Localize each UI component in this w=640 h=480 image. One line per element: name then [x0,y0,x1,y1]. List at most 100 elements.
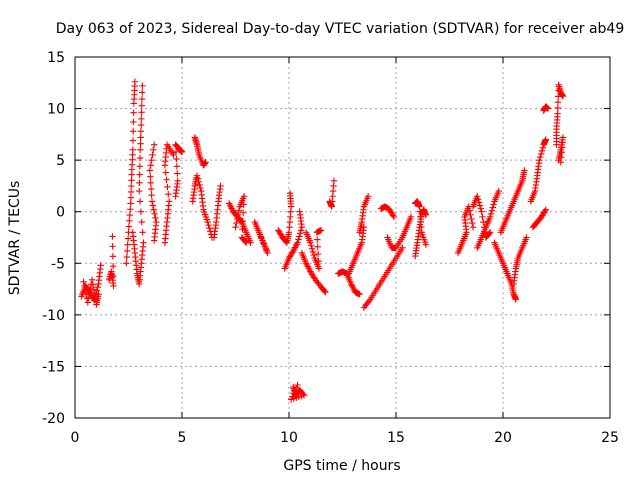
data-point [476,202,484,209]
y-tick-label: -10 [42,308,65,324]
data-point [390,213,398,221]
data-point [139,229,146,236]
data-point [204,218,211,226]
data-point [239,217,246,225]
data-point [554,110,561,117]
x-tick-label: 20 [494,430,512,446]
data-point [486,230,493,237]
data-point [260,240,267,247]
x-tick-label: 15 [387,430,405,446]
data-point [474,196,482,203]
data-point [150,206,157,213]
data-point [163,176,170,183]
data-point [138,95,146,103]
data-point [126,211,133,219]
data-point [147,185,155,193]
data-point [139,82,146,90]
data-point [294,381,301,389]
data-point [257,234,265,241]
plot-frame [74,56,611,419]
data-point [136,187,143,195]
data-point [137,134,144,141]
data-point [137,121,145,129]
x-tick-label: 10 [280,430,298,446]
data-point [240,193,248,200]
data-point [109,253,117,260]
data-point [308,245,316,253]
data-point [127,188,135,196]
data-point [81,282,88,290]
data-point [93,287,101,294]
data-point [140,239,147,246]
data-point [162,169,169,176]
data-point [138,109,145,116]
data-point [234,211,242,219]
data-point [521,167,528,174]
data-point [130,128,137,135]
data-point [86,290,93,297]
data-point [128,177,135,184]
data-point [148,156,155,164]
data-point [538,147,546,155]
data-point [544,105,552,112]
data-point [474,193,481,200]
data-point [314,243,321,250]
data-point [290,390,297,397]
data-point [202,159,209,166]
data-point [136,198,144,205]
data-point [124,241,131,248]
data-point [480,223,488,231]
data-point [422,241,430,248]
data-point [147,173,154,180]
y-axis-label: SDTVAR / TECUs [7,181,23,296]
y-tick-label: -5 [51,256,65,272]
x-tick-label: 25 [601,430,619,446]
data-point [356,291,363,298]
y-tick-label: 0 [56,205,65,221]
data-point [137,146,144,154]
data-point [88,276,96,283]
data-point [138,218,145,226]
data-point [148,198,156,205]
data-point [322,288,329,296]
data-point [123,260,130,267]
data-point [149,202,157,209]
axis-ticks: 0 5 10 15 20 25 -20 -15 -10 -5 0 5 10 15 [42,50,619,446]
data-point [315,265,323,272]
data-point [477,205,484,212]
x-axis-label: GPS time / hours [283,458,400,474]
data-point [536,156,543,164]
data-point [125,223,133,230]
data-point [293,384,300,392]
data-point [129,137,137,144]
data-point [232,223,239,231]
data-point [95,291,102,298]
data-point [537,150,545,158]
data-point [173,163,181,170]
data-point [296,208,303,215]
data-point [138,102,145,109]
data-point [127,206,134,213]
data-point [94,284,101,291]
data-point [127,194,135,201]
data-point [263,246,270,254]
data-point [310,251,318,259]
data-point [153,218,160,226]
data-point [559,92,567,100]
data-point [85,294,92,302]
data-point [542,136,549,143]
y-tick-label: -20 [42,411,65,427]
data-point [422,211,430,219]
data-point [287,396,295,403]
x-tick-label: 0 [71,430,80,446]
data-point [297,227,305,234]
data-point [239,226,246,233]
data-point [110,272,117,280]
data-point [330,177,338,184]
data-point [389,212,397,219]
data-point [174,177,181,184]
data-point [554,98,562,106]
data-point [138,89,146,96]
data-point [321,287,328,295]
